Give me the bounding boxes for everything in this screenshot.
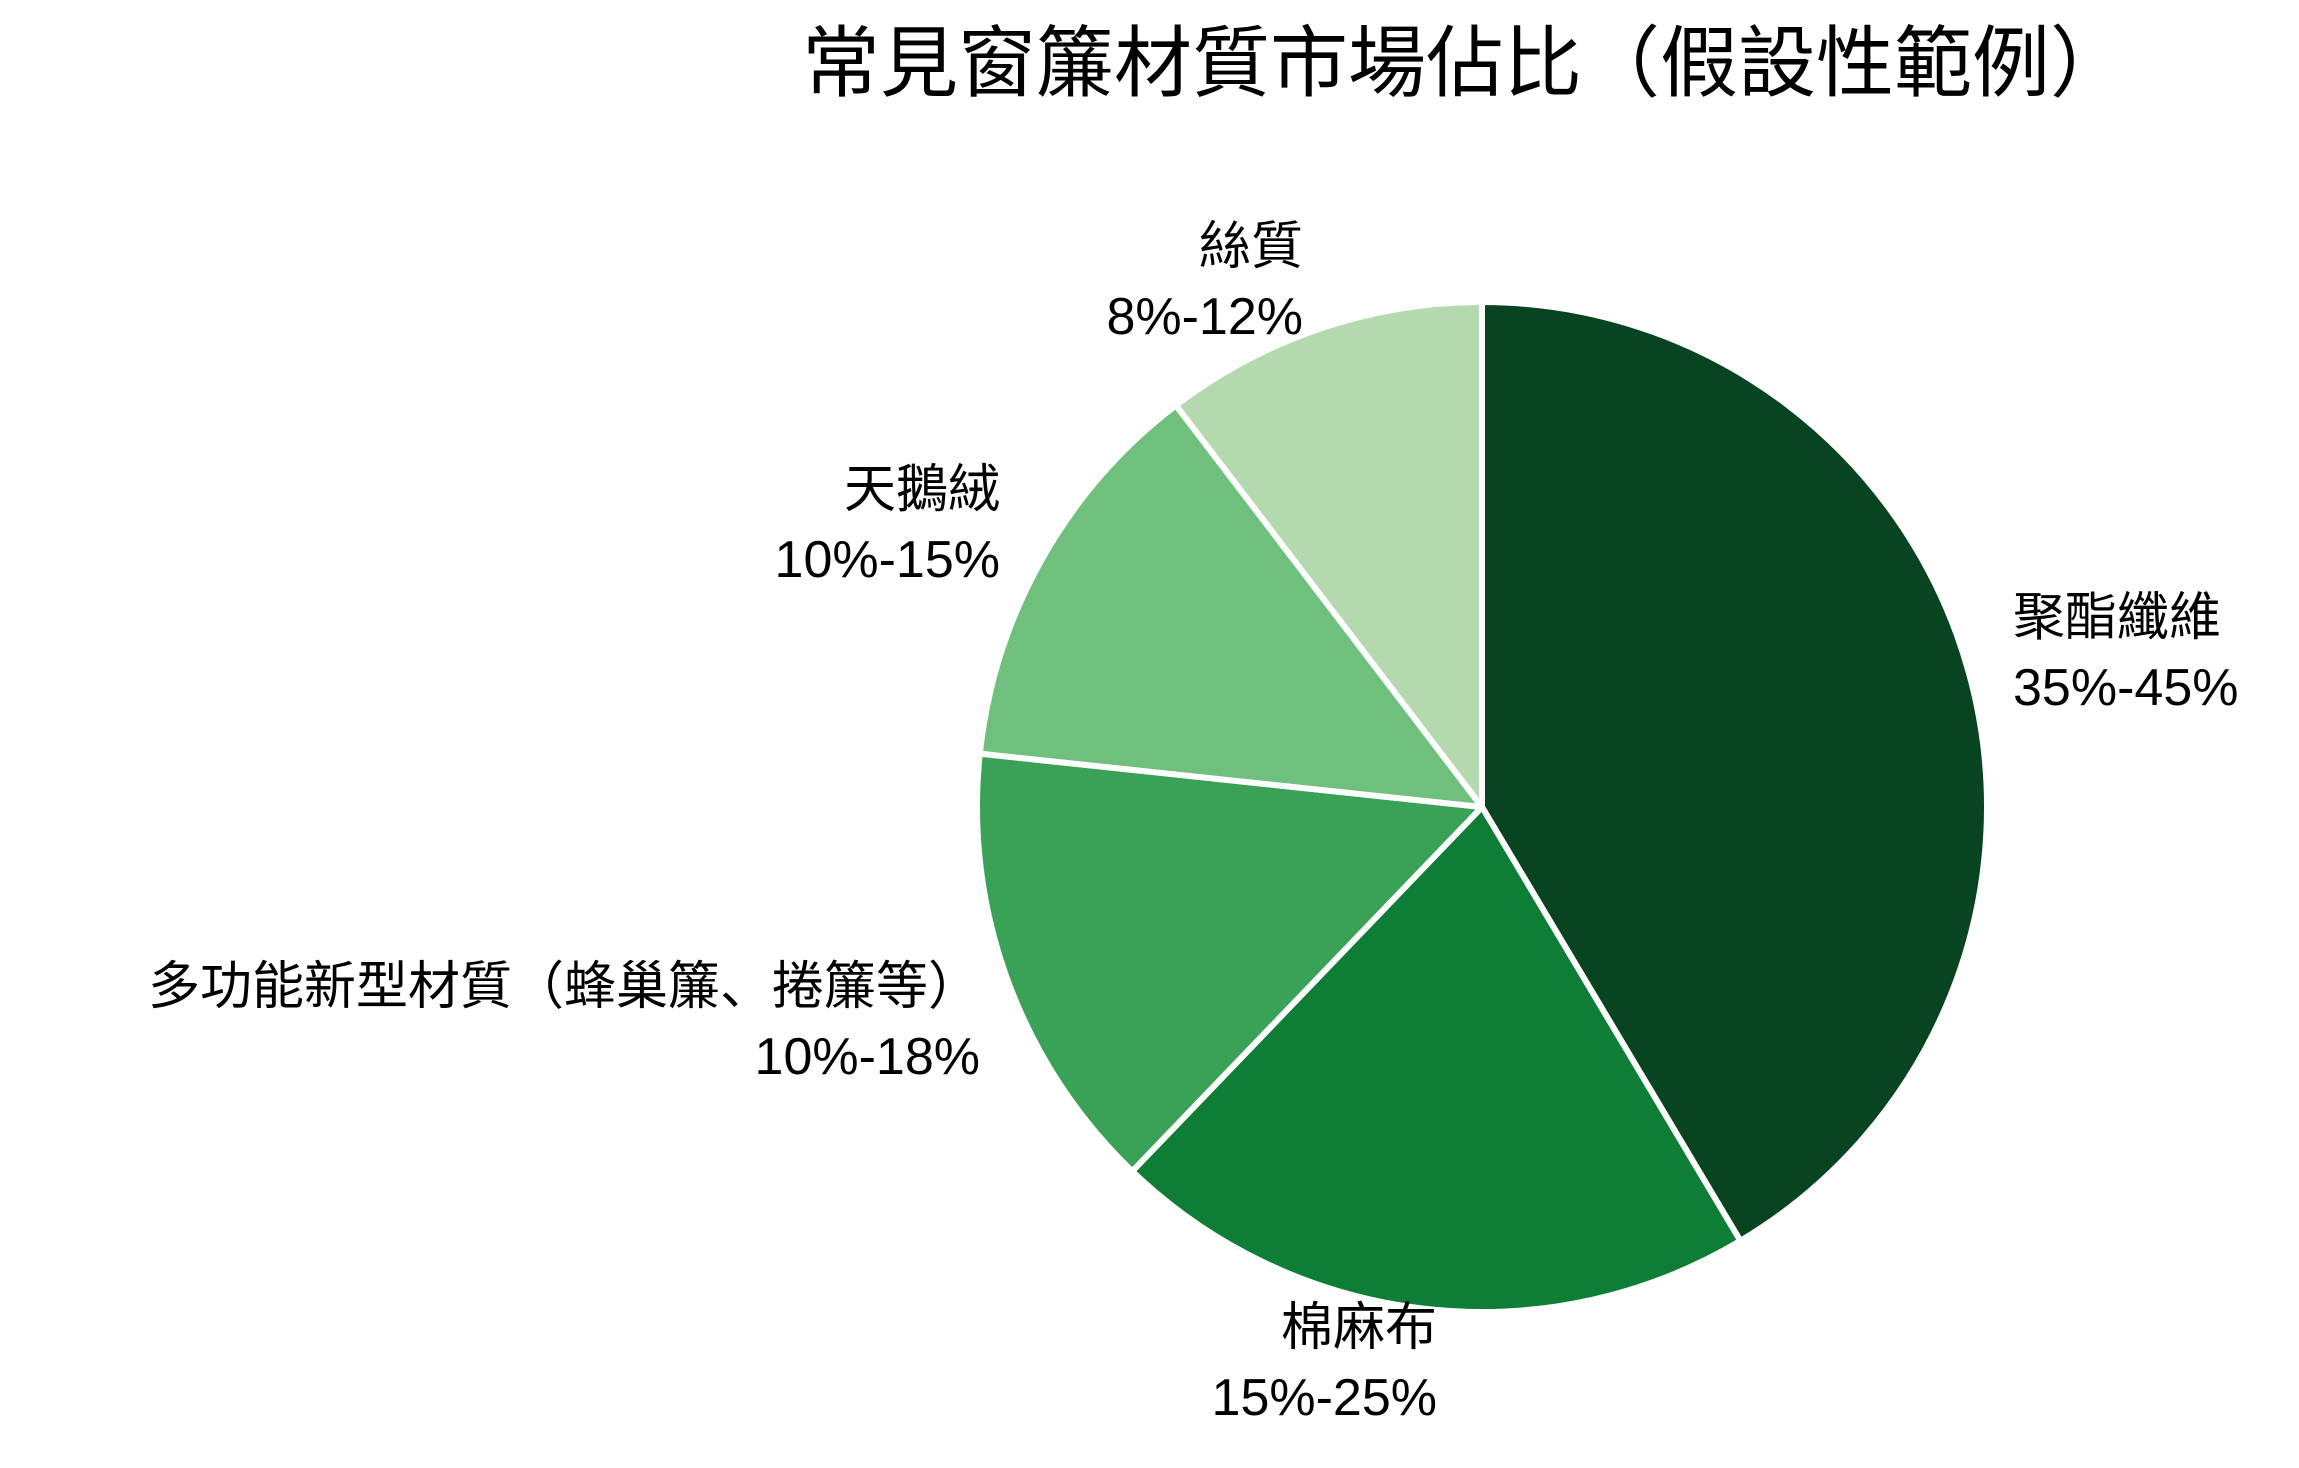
pie-slice-3 bbox=[976, 402, 1485, 810]
slice-label-multifunctional: 多功能新型材質（蜂巢簾、捲簾等） 10%-18% bbox=[148, 952, 980, 1092]
slice-name: 聚酯纖維 bbox=[2013, 589, 2222, 647]
slice-name: 天鵝絨 bbox=[843, 461, 1000, 519]
slice-range: 8%-12% bbox=[1106, 288, 1303, 346]
pie-slice-0 bbox=[1479, 299, 1990, 1244]
pie-slice-4 bbox=[1172, 299, 1485, 810]
slice-label-silk: 絲質 8%-12% bbox=[1106, 212, 1303, 352]
slice-name: 絲質 bbox=[1198, 218, 1303, 276]
slice-range: 10%-15% bbox=[774, 531, 1000, 589]
slice-range: 15%-25% bbox=[1211, 1369, 1437, 1427]
slice-label-velvet: 天鵝絨 10%-15% bbox=[775, 455, 1000, 595]
slice-label-polyester: 聚酯纖維 35%-45% bbox=[2013, 583, 2238, 723]
pie-chart bbox=[974, 299, 1990, 1315]
chart-title: 常見窗簾材質市場佔比（假設性範例） bbox=[801, 19, 2128, 107]
slice-range: 35%-45% bbox=[2013, 659, 2239, 717]
slice-range: 10%-18% bbox=[754, 1028, 980, 1086]
slice-name: 多功能新型材質（蜂巢簾、捲簾等） bbox=[147, 958, 980, 1016]
pie-slice-2 bbox=[974, 750, 1485, 1175]
slice-name: 棉麻布 bbox=[1280, 1299, 1437, 1357]
pie-slice-1 bbox=[1129, 804, 1744, 1315]
slice-label-cotton-linen: 棉麻布 15%-25% bbox=[1212, 1293, 1437, 1433]
